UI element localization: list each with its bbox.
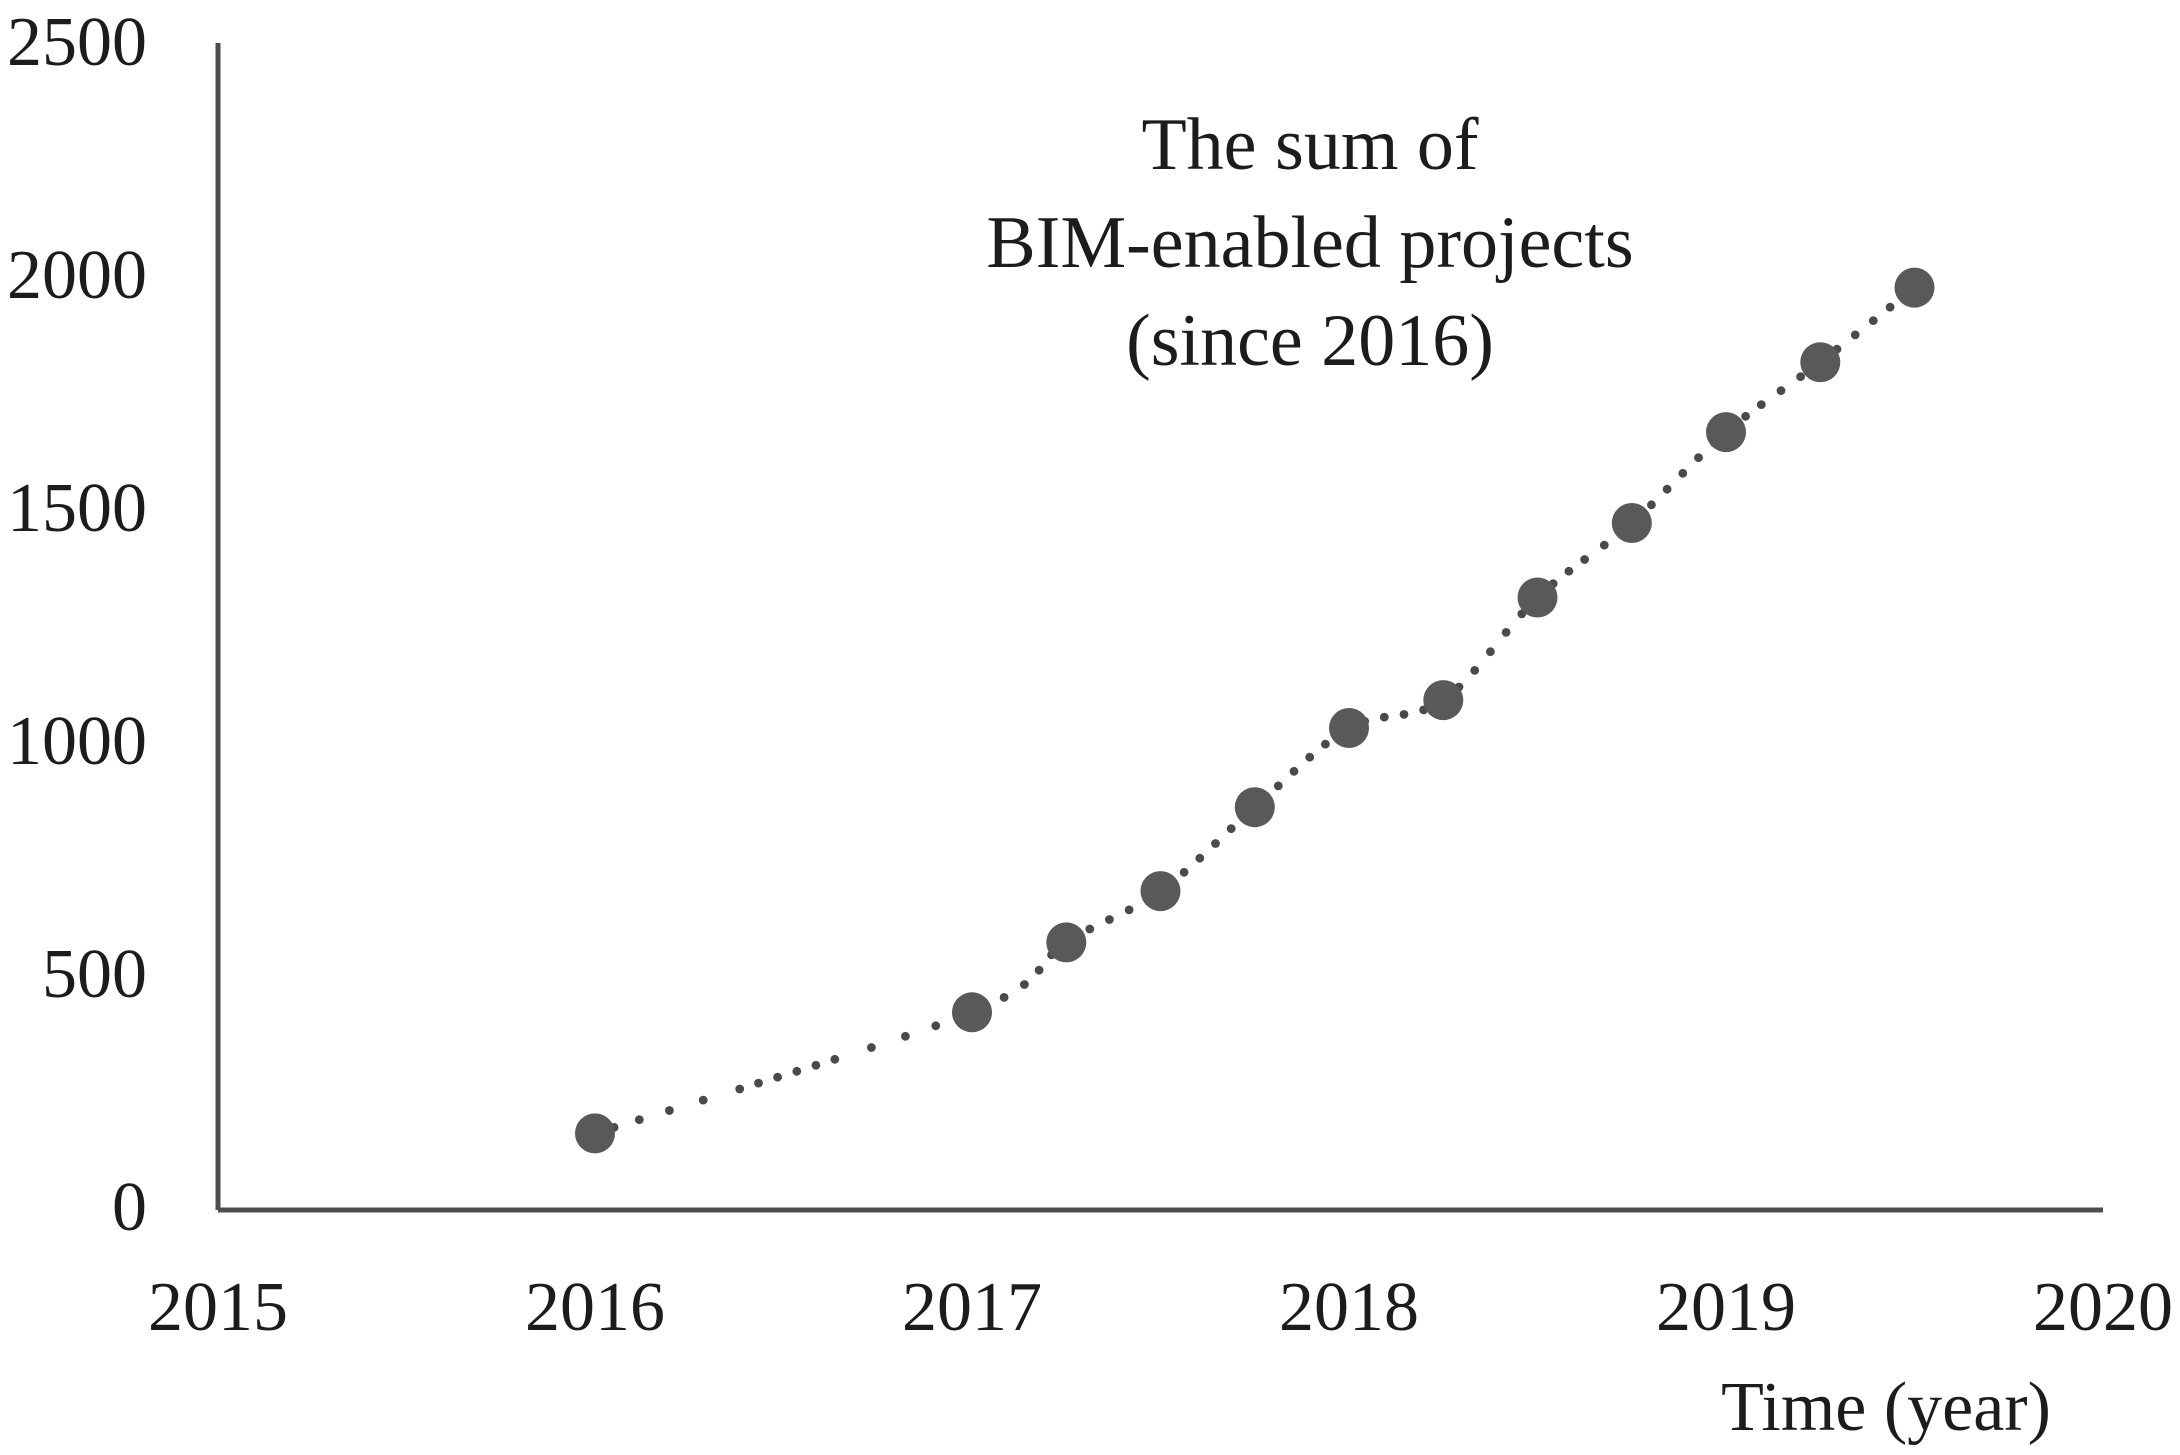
x-tick-label: 2018 bbox=[1279, 1269, 1419, 1346]
trendline-dot bbox=[867, 1043, 876, 1052]
trendline-dot bbox=[1694, 453, 1703, 462]
trendline-dot bbox=[1647, 500, 1656, 510]
trendline-dot bbox=[830, 1054, 840, 1064]
trendline-dot bbox=[1034, 965, 1044, 975]
x-tick-label: 2017 bbox=[902, 1269, 1042, 1346]
trendline-dot bbox=[1124, 905, 1134, 915]
trendline-dot bbox=[1486, 647, 1495, 657]
trendline-dot bbox=[1662, 484, 1672, 494]
trendline-dot bbox=[1756, 400, 1766, 409]
chart-title-line-1: The sum of bbox=[1141, 104, 1479, 186]
x-tick-label: 2015 bbox=[148, 1269, 288, 1346]
y-tick-label: 2500 bbox=[7, 4, 147, 81]
trendline-dot bbox=[634, 1115, 644, 1125]
trendline-dot bbox=[792, 1066, 802, 1076]
trendline-dot bbox=[1085, 924, 1095, 934]
trendline-dot bbox=[811, 1060, 821, 1070]
data-point bbox=[1894, 267, 1935, 308]
y-tick-label: 2000 bbox=[7, 237, 147, 314]
y-tick-label: 1500 bbox=[7, 470, 147, 547]
trendline-dot bbox=[1195, 853, 1205, 863]
x-tick-label: 2019 bbox=[1656, 1269, 1796, 1346]
x-tick-label: 2020 bbox=[2033, 1269, 2173, 1346]
trendline-dot bbox=[1399, 710, 1409, 719]
y-tick-label: 1000 bbox=[7, 703, 147, 780]
trendline-dot bbox=[1321, 739, 1330, 749]
trendline-dot bbox=[1379, 712, 1389, 722]
data-point bbox=[1046, 922, 1087, 963]
trendline-dot bbox=[1564, 566, 1574, 576]
trendline-dot bbox=[754, 1078, 763, 1088]
trendline-dot bbox=[1868, 316, 1878, 325]
data-point bbox=[1329, 708, 1369, 748]
data-point bbox=[1611, 503, 1652, 543]
y-tick-label: 0 bbox=[112, 1169, 147, 1246]
trendline-dot bbox=[931, 1021, 941, 1031]
x-axis-title: Time (year) bbox=[1721, 1369, 2051, 1446]
trendline-dot bbox=[1678, 468, 1688, 478]
data-point bbox=[1423, 680, 1464, 721]
trendline-dot bbox=[1105, 915, 1114, 924]
trendline-dot bbox=[1305, 752, 1315, 762]
trendline-dot bbox=[1273, 781, 1283, 791]
data-point bbox=[952, 992, 992, 1033]
trendline-dot bbox=[1289, 766, 1299, 776]
trendline-dot bbox=[665, 1106, 674, 1115]
trendline-dot bbox=[1179, 867, 1189, 877]
data-point bbox=[1140, 871, 1181, 912]
trendline-dot bbox=[773, 1072, 782, 1082]
y-tick-label: 500 bbox=[42, 936, 147, 1013]
data-point bbox=[1517, 577, 1558, 618]
trendline-dot bbox=[1796, 372, 1805, 382]
trendline-dot bbox=[1470, 666, 1480, 675]
trendline-dot bbox=[1741, 411, 1750, 421]
trendline-dot bbox=[901, 1031, 910, 1041]
trendline-dot bbox=[1580, 555, 1589, 564]
trendline-dot bbox=[1226, 824, 1236, 833]
trendline-dot bbox=[1501, 628, 1511, 637]
trendline-dot bbox=[698, 1095, 708, 1105]
trendline-dot bbox=[1885, 302, 1895, 312]
trendline-dot bbox=[1599, 540, 1609, 550]
trendline-dot bbox=[1776, 386, 1786, 395]
data-point bbox=[1234, 787, 1275, 828]
chart-title-line-3: (since 2016) bbox=[1126, 300, 1494, 382]
data-point bbox=[1800, 342, 1841, 383]
data-point bbox=[575, 1113, 615, 1154]
x-tick-label: 2016 bbox=[525, 1269, 665, 1346]
trendline-dot bbox=[999, 993, 1009, 1002]
data-point bbox=[1706, 412, 1746, 453]
trendline-dot bbox=[1211, 839, 1220, 848]
trendline-dot bbox=[735, 1084, 745, 1094]
trendline-dot bbox=[1850, 330, 1860, 340]
trendline-dot bbox=[1020, 980, 1029, 989]
chart-title-line-2: BIM-enabled projects bbox=[986, 202, 1634, 284]
